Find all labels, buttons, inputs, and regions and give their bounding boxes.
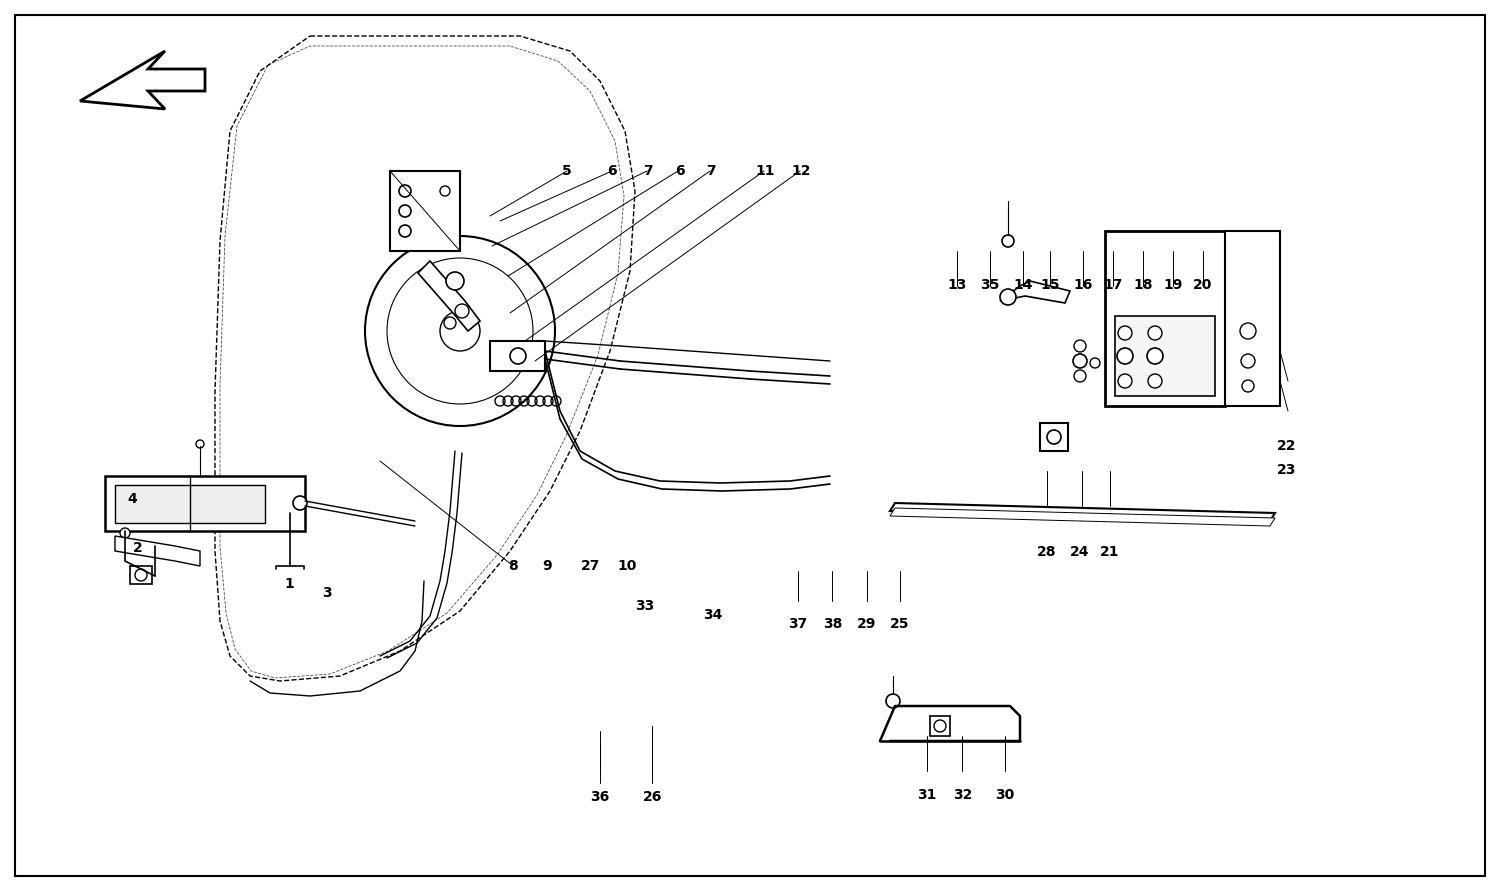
Bar <box>1040 423 1068 451</box>
Text: 6: 6 <box>608 164 616 178</box>
Circle shape <box>1118 348 1132 364</box>
Bar <box>116 485 266 523</box>
Text: 14: 14 <box>1014 278 1032 292</box>
Circle shape <box>510 348 526 364</box>
Text: 29: 29 <box>858 617 876 631</box>
Text: 11: 11 <box>754 164 774 178</box>
Circle shape <box>135 569 147 581</box>
Circle shape <box>444 317 456 329</box>
Circle shape <box>1240 323 1256 339</box>
Circle shape <box>1118 374 1132 388</box>
Text: 26: 26 <box>644 790 662 805</box>
Circle shape <box>399 205 411 217</box>
Text: 27: 27 <box>582 559 600 573</box>
Text: 1: 1 <box>285 576 294 591</box>
Circle shape <box>446 272 464 290</box>
Polygon shape <box>80 51 206 109</box>
Text: 15: 15 <box>1041 278 1059 292</box>
Bar <box>1226 231 1280 406</box>
Circle shape <box>120 528 130 538</box>
Circle shape <box>1074 370 1086 382</box>
Text: 13: 13 <box>948 278 966 292</box>
Circle shape <box>934 720 946 732</box>
Text: 24: 24 <box>1071 545 1089 560</box>
Circle shape <box>1072 354 1088 368</box>
Circle shape <box>196 440 204 448</box>
Text: 18: 18 <box>1134 278 1152 292</box>
Bar <box>105 476 304 531</box>
Circle shape <box>886 694 900 708</box>
Polygon shape <box>390 171 460 251</box>
Text: 8: 8 <box>509 559 518 573</box>
Text: 34: 34 <box>704 608 722 622</box>
Polygon shape <box>116 536 200 566</box>
Polygon shape <box>890 508 1275 526</box>
Circle shape <box>1242 380 1254 392</box>
Text: 19: 19 <box>1164 278 1182 292</box>
Circle shape <box>1148 348 1162 364</box>
Text: 23: 23 <box>1278 463 1296 478</box>
Text: 28: 28 <box>1038 545 1056 560</box>
Bar <box>1114 316 1215 396</box>
Text: 5: 5 <box>562 164 572 178</box>
Text: 9: 9 <box>543 559 552 573</box>
Text: 20: 20 <box>1194 278 1212 292</box>
Circle shape <box>454 304 470 318</box>
Bar <box>130 566 152 584</box>
Text: 38: 38 <box>824 617 842 631</box>
Circle shape <box>1002 235 1014 247</box>
Polygon shape <box>890 503 1275 521</box>
Text: 7: 7 <box>644 164 652 178</box>
Text: 21: 21 <box>1100 545 1119 560</box>
Circle shape <box>399 185 411 197</box>
Bar <box>930 716 950 736</box>
Text: 31: 31 <box>918 788 936 802</box>
Text: 37: 37 <box>789 617 807 631</box>
Circle shape <box>1148 374 1162 388</box>
Text: 16: 16 <box>1074 278 1092 292</box>
Text: 3: 3 <box>322 585 332 600</box>
Circle shape <box>1090 358 1100 368</box>
Text: 35: 35 <box>981 278 999 292</box>
Polygon shape <box>419 261 480 331</box>
Circle shape <box>1047 430 1060 444</box>
Circle shape <box>1118 326 1132 340</box>
Text: 36: 36 <box>591 790 609 805</box>
Circle shape <box>399 225 411 237</box>
Circle shape <box>440 186 450 196</box>
Circle shape <box>1240 354 1256 368</box>
Circle shape <box>1148 326 1162 340</box>
Circle shape <box>1000 289 1016 305</box>
Text: 7: 7 <box>706 164 716 178</box>
Text: 4: 4 <box>128 492 136 506</box>
Circle shape <box>292 496 308 510</box>
Text: 30: 30 <box>996 788 1014 802</box>
Polygon shape <box>1000 281 1070 303</box>
Bar <box>490 341 544 371</box>
Text: 33: 33 <box>636 599 654 613</box>
Text: 22: 22 <box>1276 438 1296 453</box>
Bar <box>1106 231 1226 406</box>
Circle shape <box>1074 340 1086 352</box>
Text: 17: 17 <box>1104 278 1122 292</box>
Text: 10: 10 <box>618 559 636 573</box>
Text: 6: 6 <box>675 164 684 178</box>
Text: 2: 2 <box>134 541 142 555</box>
Text: 32: 32 <box>954 788 972 802</box>
Text: 25: 25 <box>891 617 909 631</box>
Text: 12: 12 <box>792 164 810 178</box>
